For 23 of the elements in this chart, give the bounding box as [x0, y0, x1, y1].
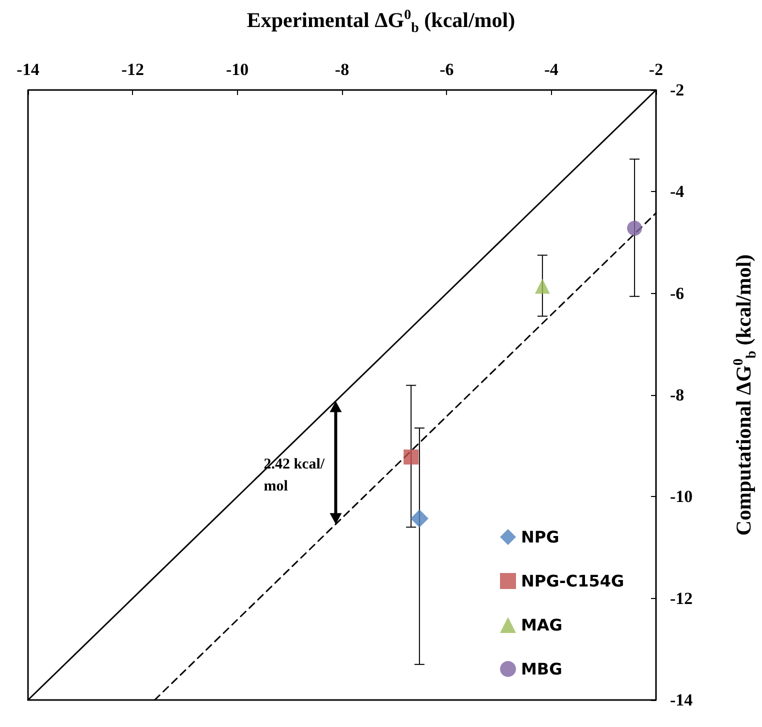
legend-label: NPG [521, 528, 560, 546]
x-tick-label: -4 [544, 60, 559, 79]
x-tick-label: -8 [334, 60, 350, 79]
x-tick-label: -12 [121, 60, 144, 79]
x-tick-label: -14 [16, 60, 40, 79]
y-tick-label: -14 [670, 690, 694, 710]
point [534, 278, 550, 294]
y-tick-label: -12 [670, 588, 693, 608]
legend-label: MBG [521, 660, 562, 678]
legend-label: NPG-C154G [521, 572, 624, 590]
y-tick-label: -4 [670, 182, 685, 202]
x-tick-label: -6 [440, 60, 454, 79]
point [404, 450, 419, 465]
y-tick-label: -8 [670, 386, 684, 404]
point [410, 510, 428, 528]
x-tick-label: -2 [648, 60, 664, 79]
point [627, 220, 642, 236]
y-tick-label: -2 [670, 80, 684, 100]
x-axis-title: Experimental ΔG$^{0}$$_{b}$ (kcal/mol) [246, 8, 516, 38]
legend-label: MAG [521, 616, 562, 634]
y-tick-label: -6 [670, 284, 684, 303]
y-tick-label: -10 [670, 487, 693, 506]
x-tick-label: -10 [226, 60, 249, 79]
